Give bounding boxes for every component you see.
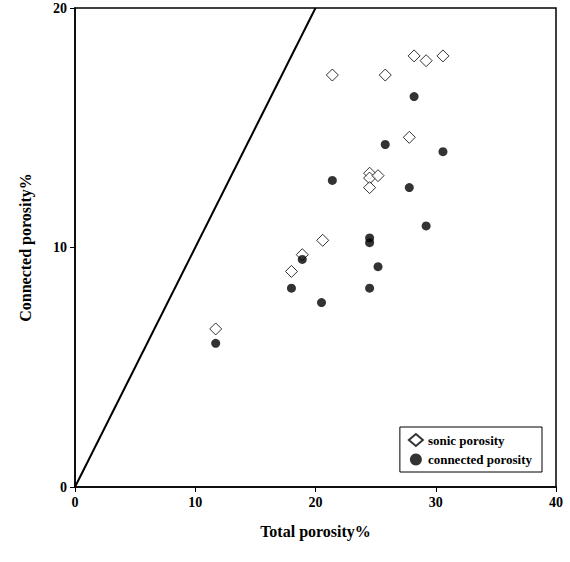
svg-text:10: 10 [188,495,202,510]
svg-text:0: 0 [60,480,67,495]
svg-text:sonic porosity: sonic porosity [428,433,505,448]
svg-text:20: 20 [309,495,323,510]
svg-text:connected porosity: connected porosity [428,452,533,467]
svg-text:20: 20 [53,1,67,16]
svg-text:40: 40 [549,495,563,510]
svg-text:30: 30 [429,495,443,510]
svg-text:Total porosity%: Total porosity% [260,523,371,541]
svg-text:Connected porosity%: Connected porosity% [17,173,35,322]
svg-text:10: 10 [53,240,67,255]
svg-text:0: 0 [72,495,79,510]
